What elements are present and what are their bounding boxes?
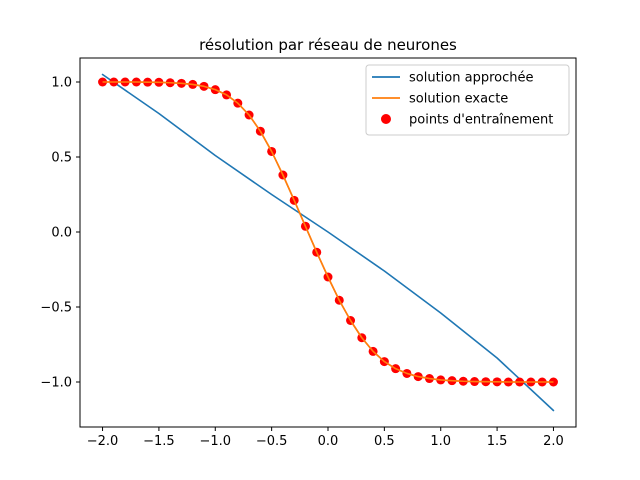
axis-ticks: −2.0 −1.5 −1.0 −0.5 0.0 0.5 1.0 1.5 2.0 −1.0 −0.5 0… [40, 76, 563, 450]
x-tick-label: −2.0 [87, 434, 119, 449]
legend-swatch-marker [381, 114, 391, 124]
y-tick-label: −0.5 [40, 301, 72, 316]
x-tick-label: 1.0 [430, 434, 451, 449]
series-line-exact-overlay [102, 81, 554, 383]
y-tick-label: 0.0 [51, 226, 72, 241]
legend-box [365, 64, 570, 136]
legend-entry-label: points d'entraînement [409, 113, 553, 128]
x-tick-label: 2.0 [543, 434, 564, 449]
y-tick-label: 1.0 [51, 76, 72, 91]
x-tick-label: 0.0 [318, 434, 339, 449]
plot-area [98, 73, 558, 412]
x-tick-label: 1.5 [487, 434, 508, 449]
x-tick-label: −1.0 [199, 434, 231, 449]
chart-title: résolution par réseau de neurones [199, 36, 457, 54]
series-line-solution-approch-e [101, 73, 555, 412]
legend: solution approchée solution exacte points … [365, 64, 570, 136]
legend-entry-label: solution approchée [409, 71, 533, 86]
x-tick-label: −1.5 [143, 434, 175, 449]
y-tick-label: 0.5 [51, 151, 72, 166]
x-tick-label: −0.5 [256, 434, 288, 449]
x-tick-label: 0.5 [374, 434, 395, 449]
y-tick-label: −1.0 [40, 376, 72, 391]
legend-entry-label: solution exacte [409, 92, 508, 107]
